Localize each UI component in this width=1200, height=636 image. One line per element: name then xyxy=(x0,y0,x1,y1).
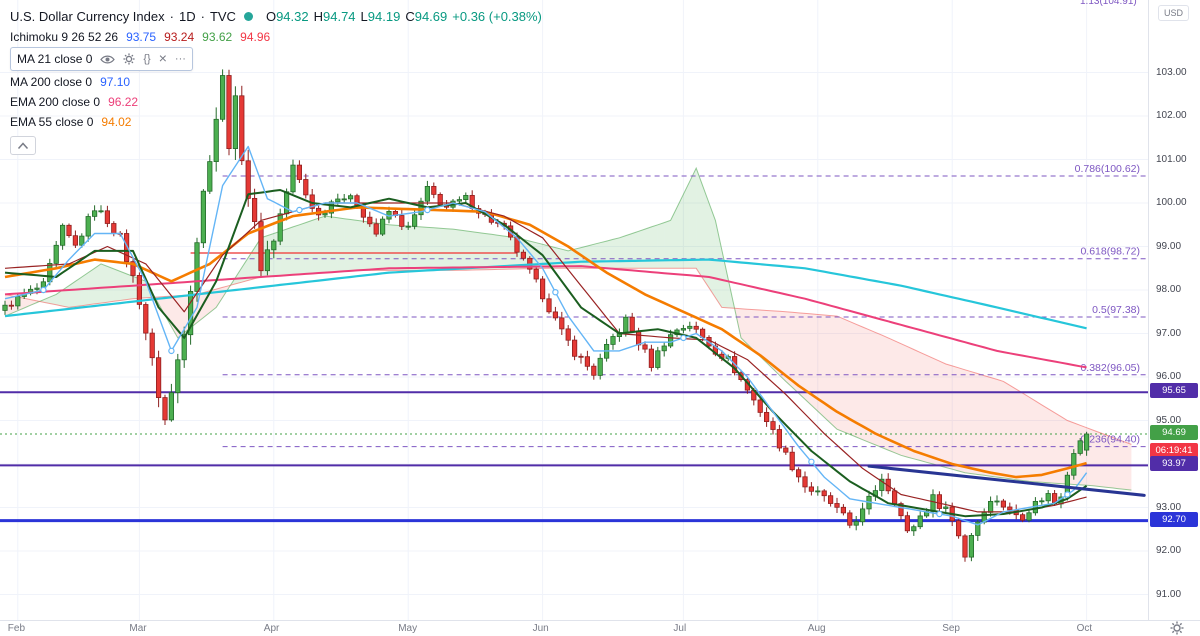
bar-countdown-badge: 06:19:41 xyxy=(1150,443,1198,458)
ohlc-value: 94.69 xyxy=(414,8,448,24)
indicator-value: 94.02 xyxy=(101,114,132,129)
last-price-badge: 94.69 xyxy=(1150,425,1198,440)
indicator-value: 93.24 xyxy=(164,29,195,44)
indicator-label: EMA 200 close 0 xyxy=(10,94,101,109)
currency-chip[interactable]: USD xyxy=(1158,5,1190,21)
y-axis-label: 100.00 xyxy=(1156,197,1187,208)
indicator-value: 96.22 xyxy=(108,94,139,109)
indicator-legend-ichimoku[interactable]: Ichimoku 9 26 52 26 93.75 93.24 93.62 94.96 xyxy=(10,27,270,46)
ohlc-key: L xyxy=(360,8,368,24)
more-options-icon[interactable]: ··· xyxy=(174,52,186,65)
y-axis-label: 96.00 xyxy=(1156,371,1182,382)
y-axis-label: 95.00 xyxy=(1156,414,1182,426)
indicator-label: EMA 55 close 0 xyxy=(10,114,94,129)
x-axis-label-feb: Feb xyxy=(7,623,26,634)
symbol-legend-row[interactable]: U.S. Dollar Currency Index · 1D · TVC O9… xyxy=(10,6,542,26)
y-axis-label: 97.00 xyxy=(1156,327,1182,339)
indicator-value: 94.96 xyxy=(240,29,271,44)
legend-collapse-button[interactable] xyxy=(10,136,36,155)
indicator-label: MA 21 close 0 xyxy=(17,52,93,66)
ohlc-value: 94.19 xyxy=(367,8,401,24)
y-axis-label: 92.00 xyxy=(1156,545,1182,556)
delete-icon[interactable]: × xyxy=(158,50,167,66)
indicator-value: 93.62 xyxy=(202,29,233,44)
y-axis-label: 93.00 xyxy=(1156,501,1182,513)
ohlc-value: 94.32 xyxy=(276,8,309,24)
separator: · xyxy=(169,8,174,24)
legend: U.S. Dollar Currency Index · 1D · TVC O9… xyxy=(10,6,542,132)
svg-text:0.786(100.62): 0.786(100.62) xyxy=(1075,163,1140,175)
kijun-line xyxy=(4,202,1087,513)
x-axis-label-jun: Jun xyxy=(532,623,549,634)
svg-text:0.618(98.72): 0.618(98.72) xyxy=(1080,246,1140,258)
settings-gear-button[interactable] xyxy=(1170,621,1184,636)
x-axis-label-may: May xyxy=(398,623,418,634)
ohlc-key: O xyxy=(265,8,277,24)
ohlc-values: O94.32 H94.74 L94.19 C94.69 xyxy=(261,9,447,24)
ma21-line xyxy=(4,145,1088,526)
indicator-legend-ema55[interactable]: EMA 55 close 0 94.02 xyxy=(10,112,131,131)
y-axis-label: 102.00 xyxy=(1156,110,1187,121)
gear-icon xyxy=(1170,621,1184,635)
level-badge-9270: 92.70 xyxy=(1150,511,1198,527)
eye-icon[interactable] xyxy=(100,54,116,65)
fib-extension-label: 1.13(104.91) xyxy=(1080,0,1137,7)
indicator-value: 93.75 xyxy=(126,29,157,44)
x-axis-label-oct: Oct xyxy=(1076,623,1093,634)
source-code-icon[interactable]: {} xyxy=(143,52,151,65)
indicator-settings-icon[interactable] xyxy=(123,53,135,65)
x-axis-label-mar: Mar xyxy=(129,623,147,634)
indicator-legend-ma200[interactable]: MA 200 close 0 97.10 xyxy=(10,72,130,91)
exchange-label: TVC xyxy=(209,8,236,24)
trendline xyxy=(867,464,1146,497)
x-axis-label-jul: Jul xyxy=(673,623,687,634)
y-axis-label: 91.00 xyxy=(1156,588,1182,600)
indicator-legend-list: Ichimoku 9 26 52 26 93.75 93.24 93.62 94.96 M… xyxy=(10,27,542,131)
svg-text:0.236(94.40): 0.236(94.40) xyxy=(1080,434,1140,446)
x-axis-label-aug: Aug xyxy=(807,623,826,634)
price-change: +0.36 (+0.38%) xyxy=(452,8,542,24)
indicator-legend-ema200[interactable]: EMA 200 close 0 96.22 xyxy=(10,92,138,111)
ohlc-key: H xyxy=(313,8,323,24)
indicator-label: MA 200 close 0 xyxy=(10,74,93,89)
y-axis-label: 101.00 xyxy=(1156,153,1187,165)
indicator-legend-ma21[interactable]: MA 21 close 0 {} × ··· xyxy=(10,47,193,71)
ema55-line xyxy=(4,206,1087,479)
ema200-line xyxy=(4,265,1087,369)
chevron-up-icon xyxy=(17,141,29,149)
level-badge-9565: 95.65 xyxy=(1150,383,1198,399)
ichimoku-line xyxy=(4,189,1088,518)
x-axis-label-sep: Sep xyxy=(942,623,960,634)
market-status-dot xyxy=(243,11,253,21)
x-axis-label-apr: Apr xyxy=(263,623,280,634)
svg-text:0.5(97.38): 0.5(97.38) xyxy=(1092,304,1140,316)
y-axis-label: 103.00 xyxy=(1156,66,1187,78)
ma200-line xyxy=(4,258,1087,330)
level-badge-9397: 93.97 xyxy=(1150,456,1198,472)
symbol-name: U.S. Dollar Currency Index xyxy=(10,8,165,24)
price-axis[interactable]: USD 103.00 102.00 101.00 100.00 99.00 98.00 97… xyxy=(1148,0,1200,620)
indicator-value: 97.10 xyxy=(100,74,131,89)
y-axis-label: 98.00 xyxy=(1156,284,1182,295)
svg-text:0.382(96.05): 0.382(96.05) xyxy=(1080,362,1140,374)
chart-canvas[interactable]: 0.786(100.62) 0.618(98.72) 0.5(97.38) 0.382… xyxy=(0,0,1148,620)
indicator-label: Ichimoku 9 26 52 26 xyxy=(10,29,119,44)
ohlc-key: C xyxy=(405,8,415,24)
y-axis-label: 99.00 xyxy=(1156,240,1182,252)
ohlc-value: 94.74 xyxy=(323,8,356,24)
separator: · xyxy=(200,8,205,24)
timeframe-label[interactable]: 1D xyxy=(178,8,196,24)
time-axis[interactable]: Feb Mar Apr May Jun Jul Aug Sep Oct xyxy=(0,620,1200,636)
